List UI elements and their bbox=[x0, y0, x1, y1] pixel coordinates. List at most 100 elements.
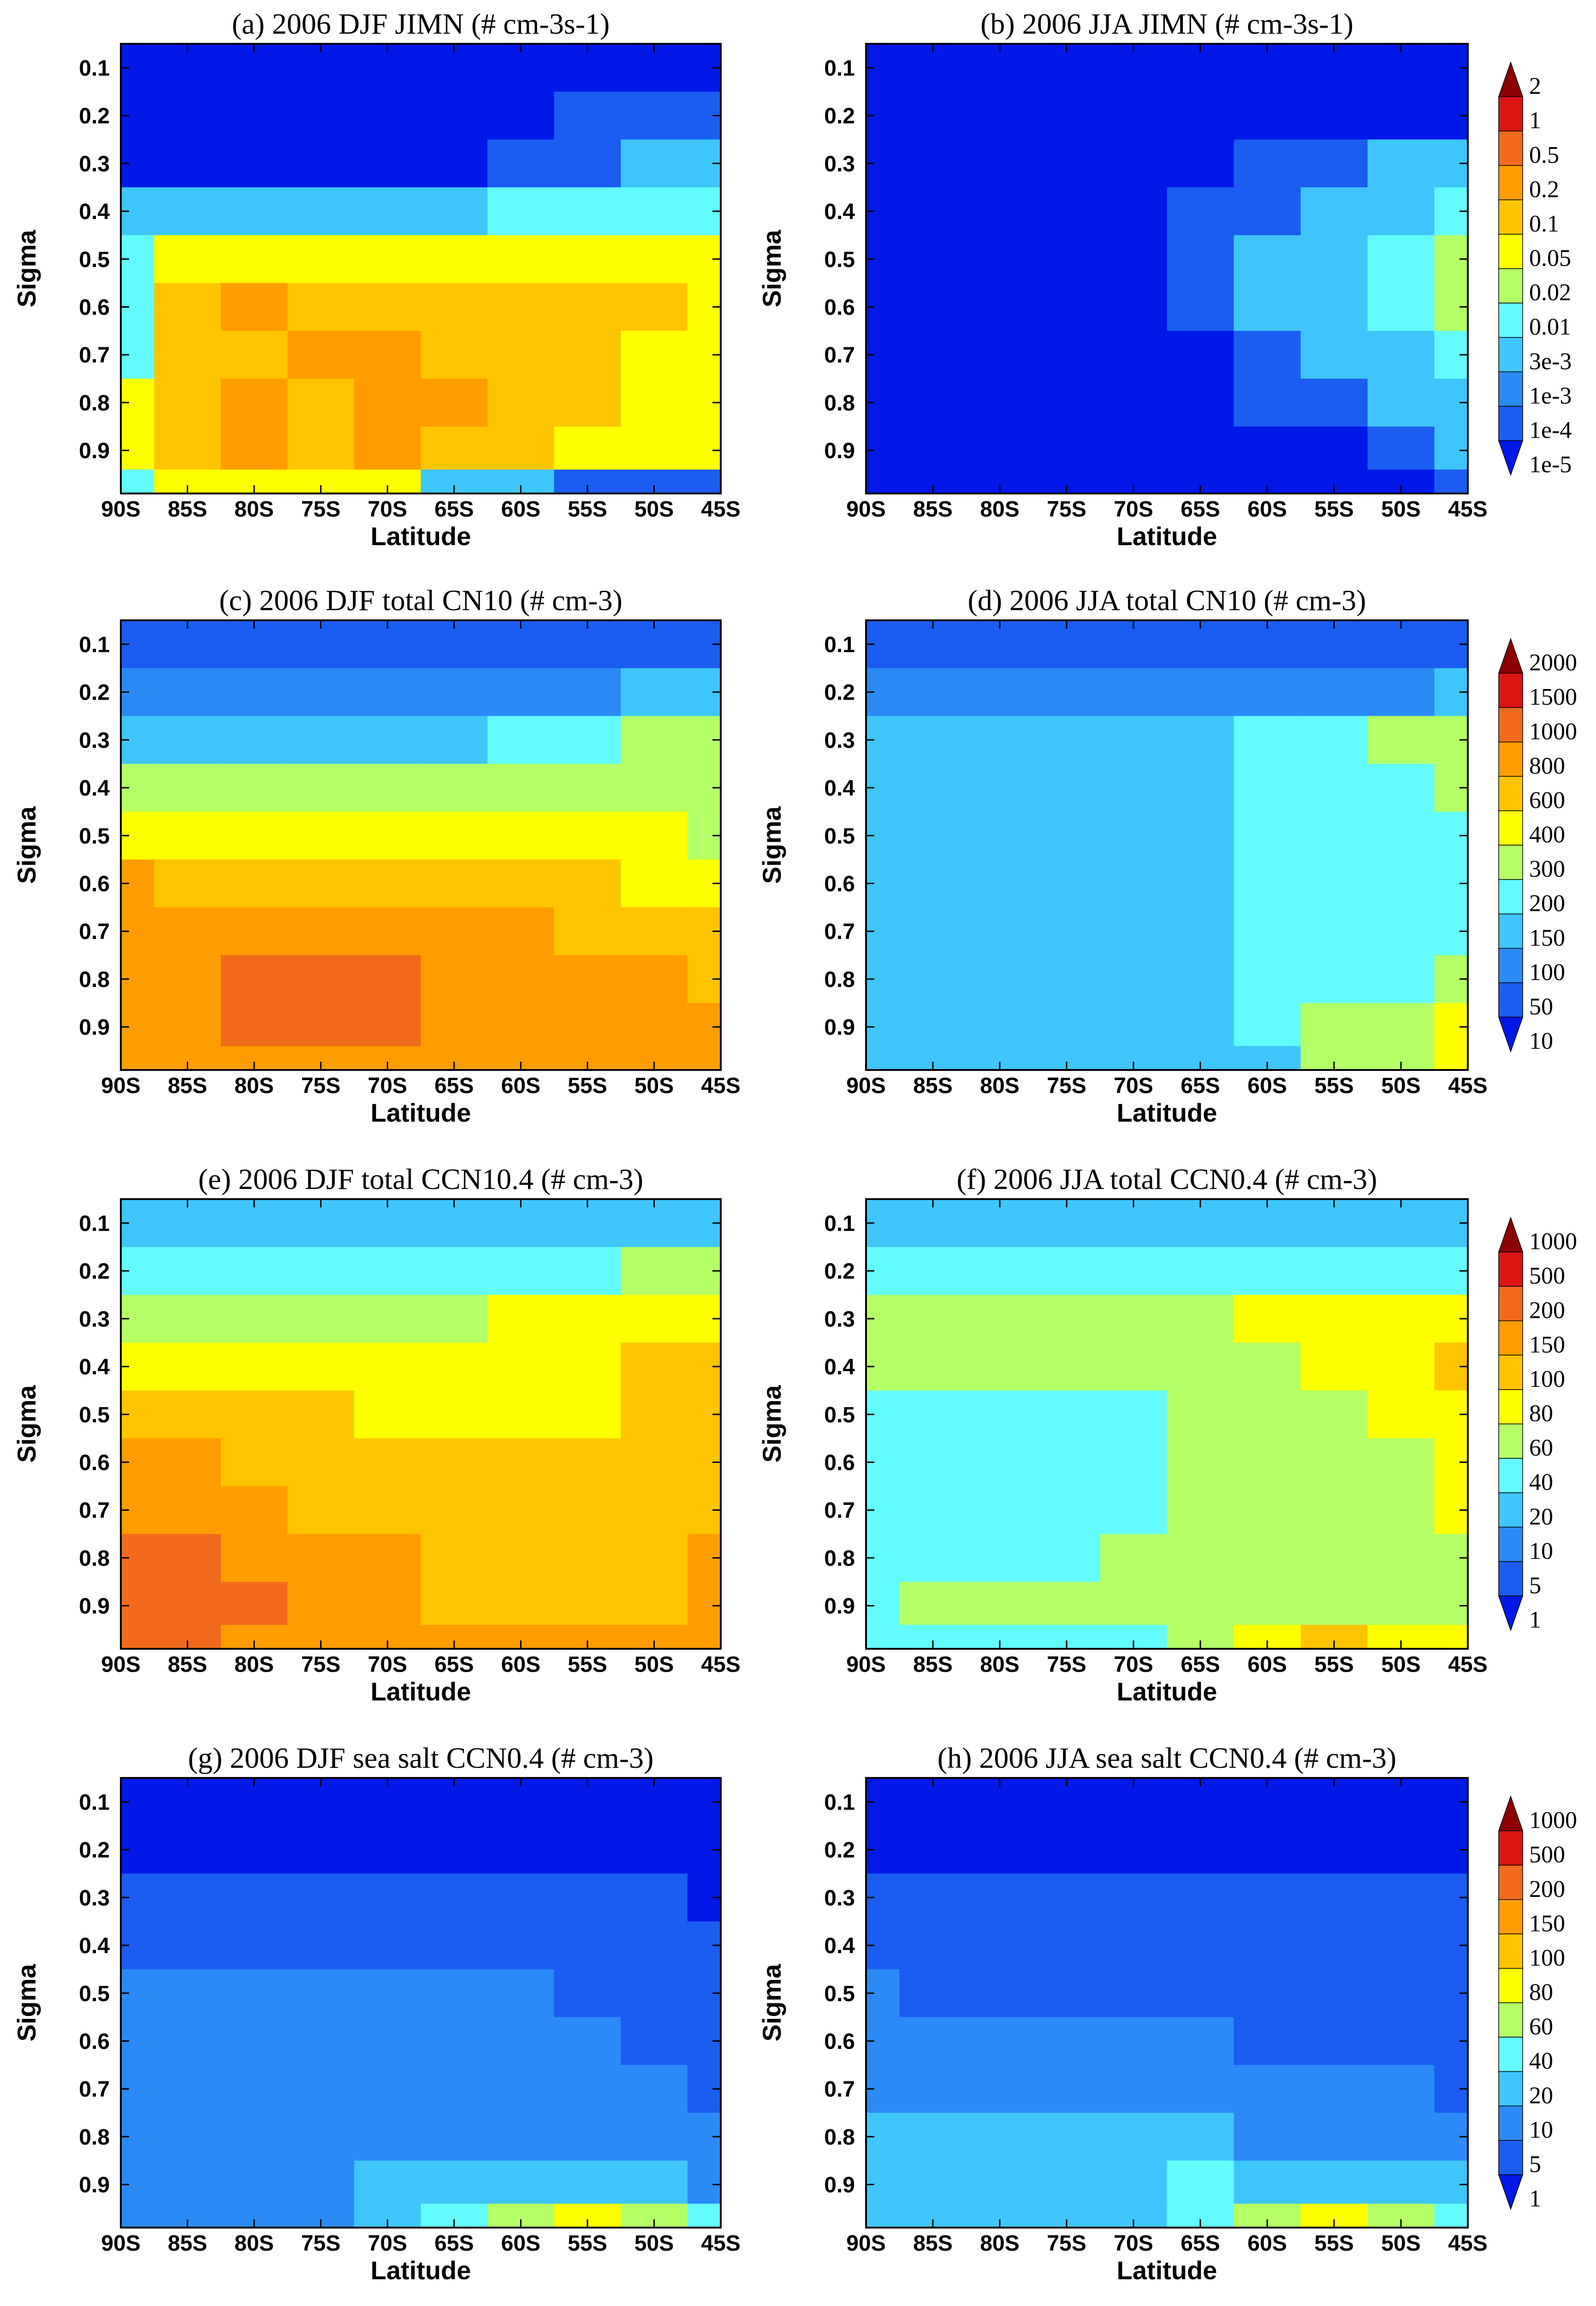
data-cell bbox=[1033, 283, 1101, 331]
data-cell bbox=[621, 1873, 688, 1922]
data-cell bbox=[1367, 1343, 1435, 1391]
data-cell bbox=[1300, 1486, 1368, 1534]
data-cell bbox=[154, 1343, 221, 1391]
data-cell bbox=[966, 1486, 1034, 1534]
y-tick-label: 0.8 bbox=[824, 968, 855, 992]
x-tick-label: 65S bbox=[434, 1652, 474, 1677]
data-cell bbox=[154, 764, 221, 812]
colorbar-label: 2 bbox=[1529, 73, 1541, 100]
data-cell bbox=[1033, 139, 1101, 188]
y-axis-label: Sigma bbox=[12, 806, 41, 884]
y-tick-label: 0.4 bbox=[824, 776, 855, 801]
colorbar-label: 1 bbox=[1529, 1607, 1541, 1633]
data-cell bbox=[621, 955, 688, 1004]
data-cell bbox=[487, 1825, 555, 1874]
data-cell bbox=[1033, 1873, 1101, 1922]
data-cell bbox=[287, 1534, 355, 1582]
x-tick-label: 50S bbox=[1381, 2231, 1420, 2256]
data-cell bbox=[966, 1581, 1034, 1625]
data-cell bbox=[1300, 955, 1368, 1004]
colorbar-label: 800 bbox=[1529, 753, 1565, 779]
data-cell bbox=[1167, 1247, 1234, 1296]
data-cell bbox=[354, 1969, 421, 2018]
data-cell bbox=[1234, 1486, 1301, 1534]
y-tick-label: 0.4 bbox=[79, 200, 110, 224]
data-cell bbox=[1300, 1003, 1368, 1046]
y-tick-label: 0.4 bbox=[79, 1355, 110, 1379]
data-cell bbox=[554, 764, 621, 812]
colorbar-segment bbox=[1498, 2002, 1523, 2038]
data-cell bbox=[487, 1581, 555, 1625]
contour-field bbox=[121, 44, 721, 494]
data-cell bbox=[899, 91, 967, 140]
data-cell bbox=[1367, 2065, 1435, 2113]
x-tick-label: 45S bbox=[1448, 1074, 1487, 1098]
colorbar-segment bbox=[1498, 199, 1523, 235]
x-tick-label: 60S bbox=[1247, 1074, 1287, 1098]
colorbar-label: 60 bbox=[1529, 1435, 1553, 1461]
colorbar-label: 1000 bbox=[1529, 1807, 1577, 1834]
data-cell bbox=[1234, 1343, 1301, 1391]
data-cell bbox=[1100, 1969, 1168, 2018]
data-cell bbox=[354, 668, 421, 717]
y-tick-label: 0.8 bbox=[824, 1546, 855, 1571]
data-cell bbox=[354, 1486, 421, 1534]
data-cell bbox=[1300, 1534, 1368, 1582]
colorbar-segment bbox=[1498, 1458, 1523, 1493]
data-cell bbox=[287, 668, 355, 717]
x-tick-label: 80S bbox=[234, 1074, 273, 1098]
data-cell bbox=[220, 1247, 288, 1296]
data-cell bbox=[154, 2017, 221, 2065]
colorbar-label: 1e-4 bbox=[1529, 417, 1572, 443]
data-cell bbox=[287, 331, 355, 379]
y-tick-label: 0.8 bbox=[824, 2125, 855, 2150]
y-axis-label: Sigma bbox=[757, 1964, 786, 2042]
data-cell bbox=[554, 187, 621, 236]
y-tick-label: 0.4 bbox=[79, 776, 110, 801]
data-cell bbox=[220, 668, 288, 717]
data-cell bbox=[287, 283, 355, 331]
data-cell bbox=[1434, 426, 1468, 470]
data-cell bbox=[866, 2204, 900, 2228]
colorbar-label: 1e-3 bbox=[1529, 383, 1572, 409]
data-cell bbox=[1300, 1825, 1368, 1874]
data-cell bbox=[554, 1390, 621, 1439]
data-cell bbox=[621, 1247, 688, 1296]
data-cell bbox=[421, 1295, 488, 1343]
data-cell bbox=[1033, 811, 1101, 860]
data-cell bbox=[1367, 2113, 1435, 2161]
data-cell bbox=[354, 859, 421, 908]
data-cell bbox=[421, 859, 488, 908]
colorbar-label: 500 bbox=[1529, 1842, 1565, 1868]
data-cell bbox=[1100, 668, 1168, 717]
data-cell bbox=[554, 907, 621, 956]
data-cell bbox=[154, 283, 221, 331]
data-cell bbox=[1033, 764, 1101, 812]
data-cell bbox=[154, 426, 221, 470]
data-cell bbox=[621, 1438, 688, 1486]
data-cell bbox=[554, 2017, 621, 2065]
data-cell bbox=[687, 470, 721, 494]
data-cell bbox=[899, 379, 967, 427]
data-cell bbox=[1300, 235, 1368, 284]
x-tick-label: 55S bbox=[568, 1652, 607, 1677]
x-tick-label: 60S bbox=[1247, 1652, 1287, 1677]
data-cell bbox=[487, 1873, 555, 1922]
colorbar-segment bbox=[1498, 844, 1523, 880]
x-tick-label: 60S bbox=[501, 1652, 540, 1677]
data-cell bbox=[487, 764, 555, 812]
colorbar-label: 1 bbox=[1529, 2186, 1541, 2212]
colorbar-segment bbox=[1498, 672, 1523, 708]
colorbar-d: 2000 1500 1000 800 600 400 300 200 150 100 50 10 bbox=[1498, 637, 1577, 1054]
data-cell bbox=[1300, 187, 1368, 236]
x-tick-label: 90S bbox=[101, 1652, 140, 1677]
data-cell bbox=[220, 1873, 288, 1922]
data-cell bbox=[354, 907, 421, 956]
data-cell bbox=[1234, 1003, 1301, 1046]
contour-field bbox=[121, 620, 721, 1070]
data-cell bbox=[220, 2017, 288, 2065]
data-cell bbox=[421, 764, 488, 812]
data-cell bbox=[899, 1873, 967, 1922]
data-cell bbox=[354, 1438, 421, 1486]
data-cell bbox=[1167, 379, 1234, 427]
